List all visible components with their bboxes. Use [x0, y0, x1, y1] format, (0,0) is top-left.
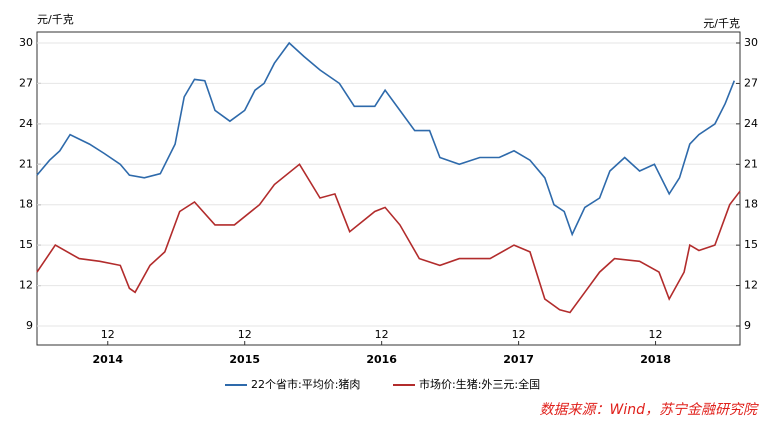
x-tick-label: 12	[375, 328, 389, 341]
y-unit-left: 元/千克	[37, 13, 74, 26]
plot-frame	[36, 31, 741, 346]
y-tick-label: 24	[19, 117, 33, 130]
y2-tick-label: 27	[744, 76, 758, 89]
y-tick-label: 18	[19, 198, 33, 211]
y-tick-label: 15	[19, 238, 33, 251]
y2-tick-label: 21	[744, 157, 758, 170]
x-year-label: 2014	[92, 353, 123, 366]
x-tick-label: 12	[512, 328, 526, 341]
y-tick-label: 21	[19, 157, 33, 170]
legend-label: 22个省市:平均价:猪肉	[251, 377, 360, 391]
y-tick-label: 27	[19, 76, 33, 89]
series-line	[36, 163, 741, 314]
x-year-label: 2018	[640, 353, 671, 366]
x-tick-label: 12	[101, 328, 115, 341]
x-tick-label: 12	[238, 328, 252, 341]
y2-tick-label: 24	[744, 117, 758, 130]
y2-tick-label: 15	[744, 238, 758, 251]
y-tick-label: 12	[19, 279, 33, 292]
series-line	[36, 41, 736, 237]
x-tick-label: 12	[649, 328, 663, 341]
y2-tick-label: 9	[744, 319, 751, 332]
y-tick-label: 30	[19, 36, 33, 49]
y-unit-right: 元/千克	[703, 17, 740, 30]
y2-tick-label: 12	[744, 279, 758, 292]
x-year-label: 2015	[229, 353, 260, 366]
y2-tick-label: 30	[744, 36, 758, 49]
x-year-label: 2016	[366, 353, 397, 366]
source-note: 数据来源：Wind，苏宁金融研究院	[540, 402, 759, 418]
legend-label: 市场价:生猪:外三元:全国	[419, 377, 540, 391]
x-year-label: 2017	[503, 353, 534, 366]
y2-tick-label: 18	[744, 198, 758, 211]
y-tick-label: 9	[26, 319, 33, 332]
